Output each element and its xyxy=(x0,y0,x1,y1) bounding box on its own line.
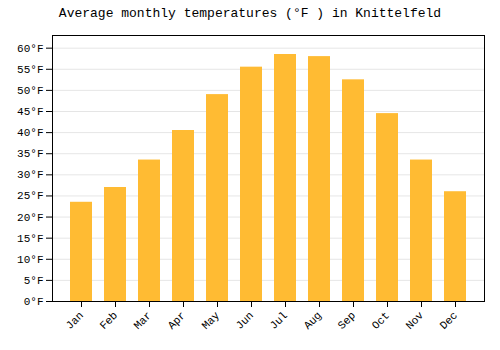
svg-text:Oct: Oct xyxy=(370,309,392,331)
svg-text:Apr: Apr xyxy=(166,309,188,331)
svg-text:Feb: Feb xyxy=(98,309,120,331)
svg-text:Dec: Dec xyxy=(438,309,460,331)
svg-text:Nov: Nov xyxy=(404,309,427,332)
svg-text:25°F: 25°F xyxy=(17,190,43,202)
svg-text:Jan: Jan xyxy=(64,309,86,331)
svg-text:May: May xyxy=(200,309,223,332)
svg-text:Sep: Sep xyxy=(336,309,358,331)
svg-text:5°F: 5°F xyxy=(24,275,44,287)
svg-text:Mar: Mar xyxy=(132,309,154,331)
svg-text:15°F: 15°F xyxy=(17,233,43,245)
svg-text:40°F: 40°F xyxy=(17,127,43,139)
svg-text:45°F: 45°F xyxy=(17,106,43,118)
svg-text:10°F: 10°F xyxy=(17,254,43,266)
svg-text:20°F: 20°F xyxy=(17,212,43,224)
svg-text:Aug: Aug xyxy=(302,309,324,331)
svg-text:0°F: 0°F xyxy=(24,296,44,308)
svg-text:35°F: 35°F xyxy=(17,148,43,160)
svg-text:60°F: 60°F xyxy=(17,43,43,55)
svg-text:50°F: 50°F xyxy=(17,85,43,97)
svg-text:Jun: Jun xyxy=(234,309,256,331)
svg-text:Jul: Jul xyxy=(268,309,290,331)
svg-text:30°F: 30°F xyxy=(17,169,43,181)
svg-text:55°F: 55°F xyxy=(17,64,43,76)
html-text:Average monthly temperatures (: Average monthly temperatures (°F ) in Kn… xyxy=(58,6,442,21)
